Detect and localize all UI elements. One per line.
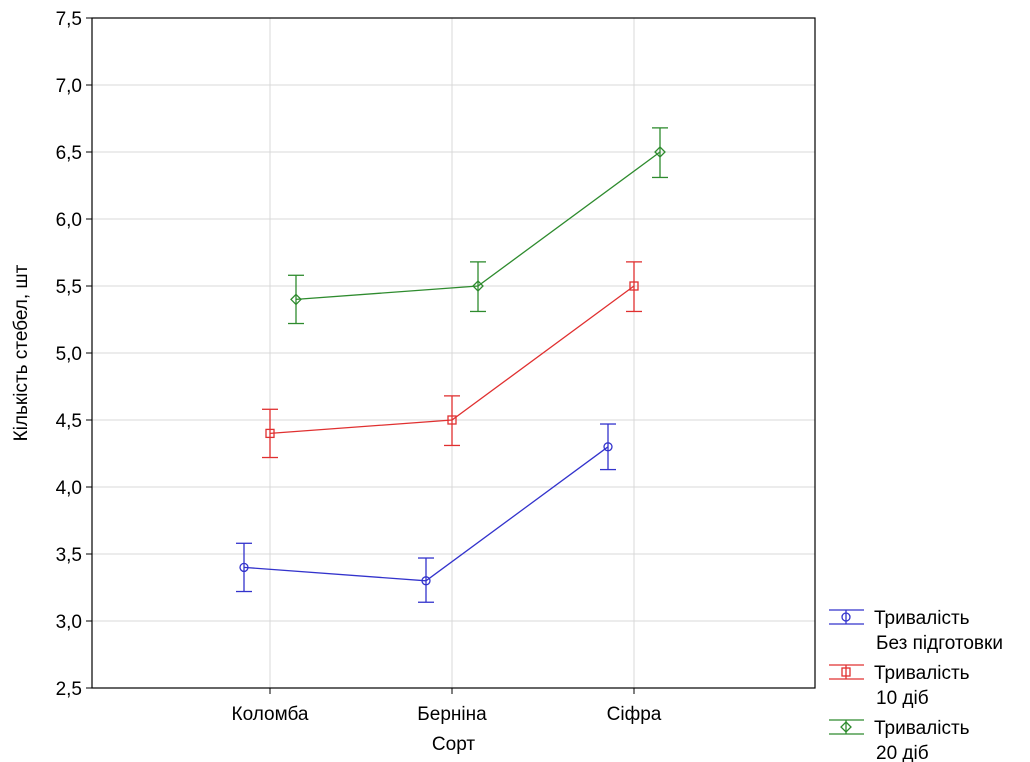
point-marker (239, 562, 249, 573)
point-marker (841, 667, 851, 677)
point-marker (841, 612, 851, 622)
y-tick-label: 6,0 (56, 210, 82, 231)
y-axis-ticks: 2,5 3,0 3,5 4,0 4,5 5,0 5,5 6,0 6,5 7,0 7,5 (56, 9, 92, 700)
y-tick-label: 5,5 (56, 277, 82, 298)
legend-label-line1: Тривалість (874, 663, 970, 684)
point-marker (265, 428, 275, 439)
legend-label-line2: Без підготовки (876, 633, 1003, 654)
series-3 (288, 127, 668, 325)
x-tick-label: Сіфра (607, 704, 662, 725)
series-1 (236, 423, 616, 603)
point-marker (654, 146, 666, 158)
legend-label-line2: 10 діб (876, 688, 929, 709)
point-marker (447, 415, 457, 425)
legend-entry-3: Тривалість 20 діб (829, 718, 970, 762)
y-tick-label: 7,5 (56, 9, 82, 30)
series-layer (236, 127, 668, 603)
y-tick-label: 5,0 (56, 344, 82, 365)
point-marker (629, 281, 639, 291)
legend-label-line1: Тривалість (874, 718, 970, 739)
y-tick-label: 3,0 (56, 612, 82, 633)
legend: Тривалість Без підготовки Тривалість 10 діб… (829, 608, 1003, 762)
series-2 (262, 261, 642, 459)
y-tick-label: 3,5 (56, 545, 82, 566)
y-axis-title: Кількість стебел, шт (11, 264, 32, 441)
y-tick-label: 4,0 (56, 478, 82, 499)
point-marker (840, 721, 852, 733)
y-tick-label: 2,5 (56, 679, 82, 700)
point-marker (472, 280, 484, 292)
point-marker (290, 293, 302, 306)
legend-entry-1: Тривалість Без підготовки (829, 608, 1003, 654)
point-marker (603, 442, 613, 452)
x-tick-label: Берніна (417, 704, 487, 725)
x-tick-label: Коломба (232, 704, 309, 725)
x-axis-ticks: Коломба Берніна Сіфра (232, 688, 662, 725)
y-tick-label: 4,5 (56, 411, 82, 432)
x-axis-title: Сорт (432, 734, 475, 755)
legend-label-line2: 20 діб (876, 743, 929, 762)
legend-label-line1: Тривалість (874, 608, 970, 629)
y-tick-label: 6,5 (56, 143, 82, 164)
legend-entry-2: Тривалість 10 діб (829, 663, 970, 709)
point-marker (421, 576, 431, 586)
y-tick-label: 7,0 (56, 76, 82, 97)
grid-lines (92, 18, 815, 688)
